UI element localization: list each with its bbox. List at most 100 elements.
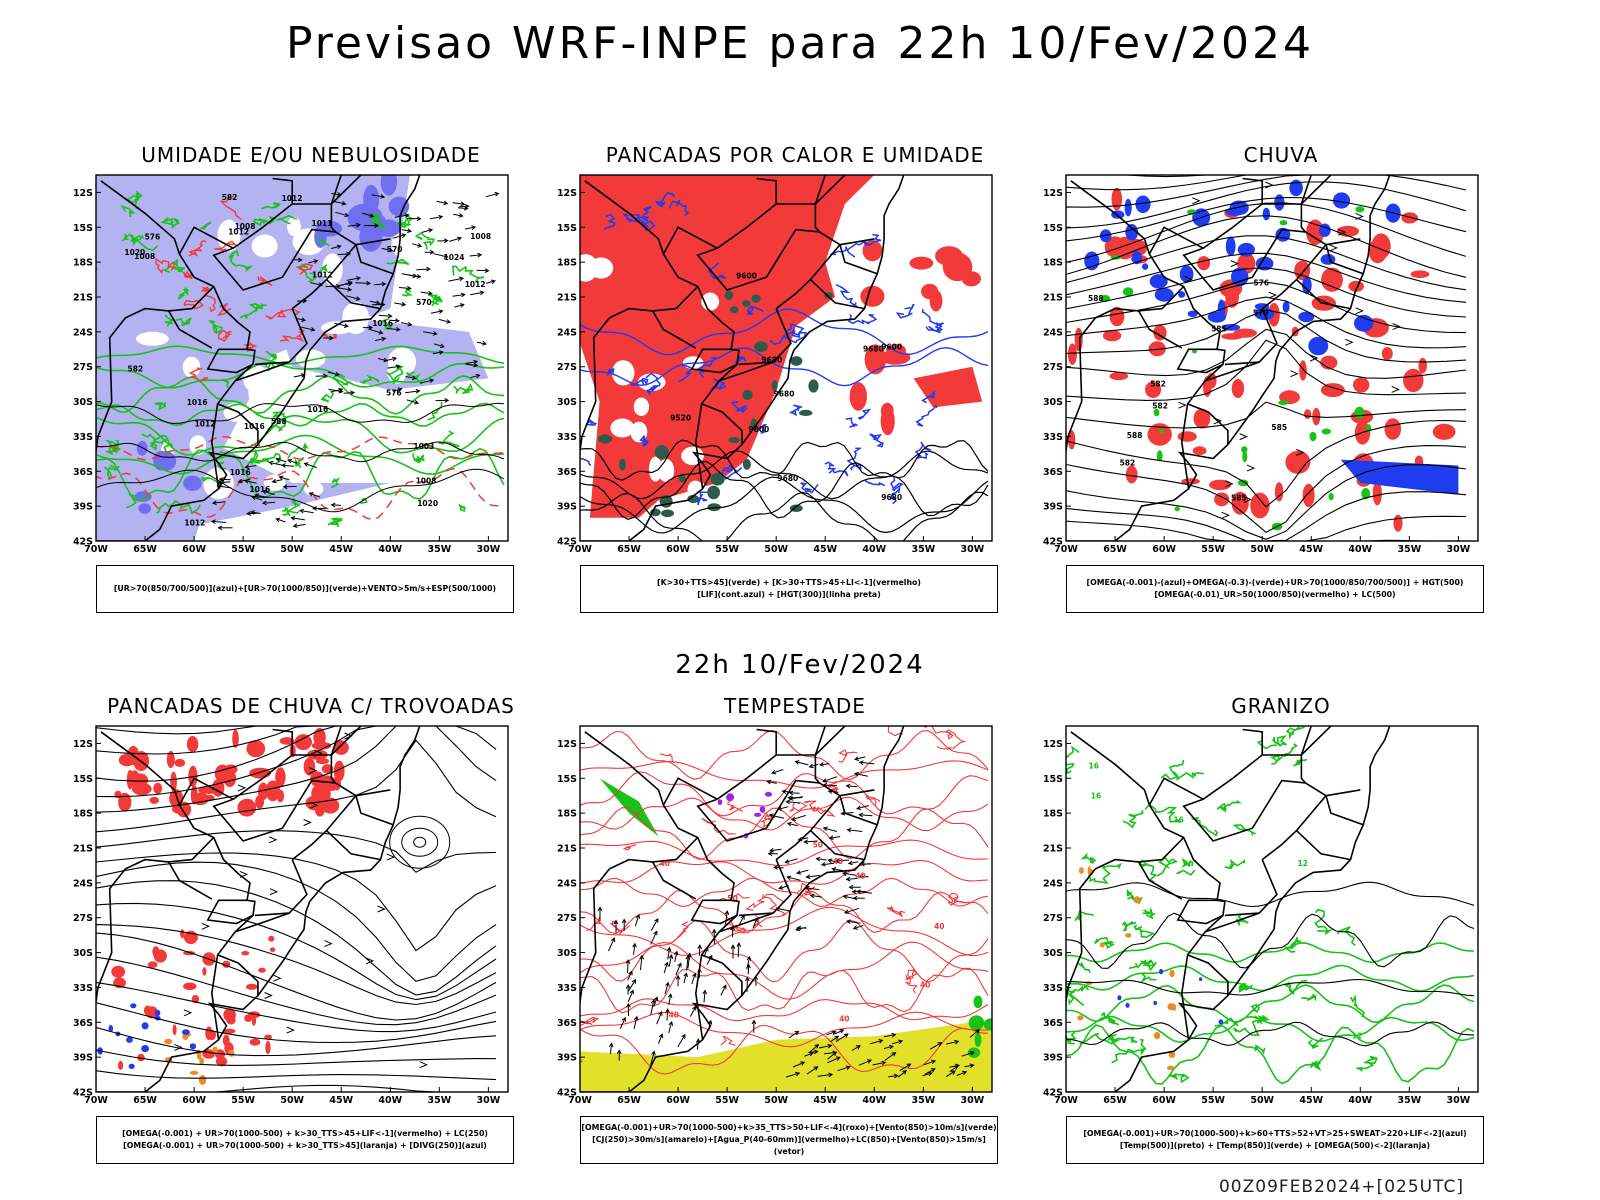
- lat-tick-label: 24S: [73, 327, 93, 338]
- lon-tick-label: 70W: [1054, 544, 1078, 555]
- lat-tick-label: 21S: [557, 844, 577, 855]
- contour-label: 588: [1127, 431, 1143, 440]
- contour-label: 1012: [465, 280, 486, 289]
- lon-tick-label: 40W: [1348, 544, 1372, 555]
- lon-tick-label: 50W: [1250, 544, 1274, 555]
- panel-title: UMIDADE E/OU NEBULOSIDADE: [141, 143, 481, 167]
- lon-tick-label: 35W: [911, 544, 935, 555]
- lat-tick-label: 30S: [557, 397, 577, 408]
- lat-tick-label: 15S: [557, 223, 577, 234]
- panel-title: GRANIZO: [1231, 694, 1331, 718]
- panel-tempestade: TEMPESTADE 40 40 40 50 50 40 40 40 40 12S 15S 18S 21…: [550, 694, 1040, 1164]
- map-granizo[interactable]: 16 16 12 12 16 12S 15S 18S 21S 24S 27S 30S 33S 36S 39S…: [1036, 724, 1526, 1116]
- contour-label: 40: [660, 859, 670, 868]
- lat-tick-label: 30S: [1043, 397, 1063, 408]
- lat-tick-label: 33S: [557, 983, 577, 994]
- country-borders: [580, 726, 905, 1092]
- lat-tick-label: 42S: [1043, 1088, 1063, 1099]
- lat-tick-label: 12S: [557, 188, 577, 199]
- lon-tick-label: 40W: [862, 1095, 886, 1106]
- lat-tick-label: 21S: [73, 293, 93, 304]
- map-chuva[interactable]: 588 585 585 582 588 579 576 582 585 582 12S 15S 18S 2…: [1036, 173, 1526, 565]
- lat-tick-label: 15S: [1043, 223, 1063, 234]
- lat-tick-label: 42S: [557, 1088, 577, 1099]
- legend-line-2: [CJ(250)>30m/s](amarelo)+[Agua_P(40-60mm…: [592, 1135, 986, 1156]
- panel-title: TEMPESTADE: [724, 694, 866, 718]
- lon-tick-label: 40W: [862, 544, 886, 555]
- legend-box: [UR>70(850/700/500)](azul)+[UR>70(1000/8…: [96, 565, 514, 613]
- mid-date-label: 22h 10/Fev/2024: [675, 650, 925, 680]
- panel-title: PANCADAS POR CALOR E UMIDADE: [605, 143, 985, 167]
- contour-label: 40: [934, 922, 944, 931]
- map-pancadas-calor[interactable]: 96809680960096809680960096809520980012S1…: [550, 173, 1040, 565]
- contour-label: 9600: [881, 343, 902, 352]
- lon-tick-label: 70W: [568, 1095, 592, 1106]
- panel-title: PANCADAS DE CHUVA C/ TROVOADAS: [107, 694, 515, 718]
- legend-box: [K>30+TTS>45](verde) + [K>30+TTS>45+LI<-…: [580, 565, 998, 613]
- lon-tick-label: 35W: [911, 1095, 935, 1106]
- lat-tick-label: 27S: [73, 913, 93, 924]
- contour-label: 1020: [124, 248, 145, 257]
- contour-label: 585: [1211, 325, 1227, 334]
- legend-line-2: [OMEGA(-0.001) + UR>70(1000-500) + k>30_…: [123, 1141, 487, 1150]
- lon-tick-label: 40W: [1348, 1095, 1372, 1106]
- legend-line-2: [LIF](cont.azul) + [HGT(300)](linha pret…: [697, 590, 881, 599]
- lat-tick-label: 24S: [1043, 327, 1063, 338]
- lat-tick-label: 33S: [557, 432, 577, 443]
- lat-tick-label: 39S: [1043, 1053, 1063, 1064]
- lon-tick-label: 55W: [715, 1095, 739, 1106]
- map-umidade[interactable]: 1008100310161012101210111016101610081012…: [66, 173, 556, 565]
- panel-chuva: CHUVA 588 585 585 582 588 579 576 582 585 582 12S 1…: [1036, 143, 1526, 613]
- lon-tick-label: 65W: [1103, 1095, 1127, 1106]
- lat-tick-label: 42S: [73, 537, 93, 548]
- contour-label: 9680: [761, 355, 782, 364]
- lat-tick-label: 42S: [73, 1088, 93, 1099]
- contour-label: 9600: [736, 272, 757, 281]
- lat-tick-label: 36S: [73, 467, 93, 478]
- contour-label: 582: [1120, 458, 1136, 467]
- lat-tick-label: 36S: [73, 1018, 93, 1029]
- lat-tick-label: 39S: [1043, 502, 1063, 513]
- lon-tick-label: 60W: [1152, 1095, 1176, 1106]
- contour-label: 1008: [235, 222, 256, 231]
- panel-umidade: UMIDADE E/OU NEBULOSIDADE 1008 1003 1016 10…: [66, 143, 556, 613]
- lat-tick-label: 36S: [557, 1018, 577, 1029]
- lon-tick-label: 60W: [1152, 544, 1176, 555]
- lon-tick-label: 30W: [477, 544, 501, 555]
- lat-tick-label: 30S: [73, 397, 93, 408]
- contour-label: 9520: [670, 413, 691, 422]
- legend-line-1: [OMEGA(-0.001) + UR>70(1000-500) + k>30_…: [122, 1129, 488, 1138]
- map-tempestade[interactable]: 40 40 40 50 50 40 40 40 40 12S 15S 18S 21S 24S 27S 30S 3…: [550, 724, 1040, 1116]
- lat-tick-label: 27S: [1043, 362, 1063, 373]
- lat-tick-label: 24S: [1043, 878, 1063, 889]
- lon-tick-label: 30W: [477, 1095, 501, 1106]
- contour-label: 1024: [444, 253, 465, 262]
- lon-tick-label: 50W: [764, 1095, 788, 1106]
- lat-tick-label: 21S: [557, 293, 577, 304]
- lon-tick-label: 30W: [961, 1095, 985, 1106]
- lat-tick-label: 18S: [73, 258, 93, 269]
- contour-label: 1011: [312, 219, 333, 228]
- lon-tick-label: 45W: [329, 1095, 353, 1106]
- contour-label: 570: [387, 245, 403, 254]
- lon-tick-label: 55W: [1201, 1095, 1225, 1106]
- contour-label: 1016: [230, 468, 251, 477]
- lon-tick-label: 45W: [1299, 1095, 1323, 1106]
- panel-pancadas-trovoadas: PANCADAS DE CHUVA C/ TROVOADAS 12S 15S 18S…: [66, 694, 556, 1164]
- lat-tick-label: 39S: [557, 502, 577, 513]
- country-borders: [580, 175, 905, 541]
- lat-tick-label: 30S: [73, 948, 93, 959]
- country-borders: [1066, 175, 1391, 541]
- lat-tick-label: 36S: [1043, 467, 1063, 478]
- lon-tick-label: 70W: [1054, 1095, 1078, 1106]
- lon-tick-label: 50W: [280, 1095, 304, 1106]
- lat-tick-label: 24S: [73, 878, 93, 889]
- lon-tick-label: 60W: [666, 1095, 690, 1106]
- lat-tick-label: 27S: [1043, 913, 1063, 924]
